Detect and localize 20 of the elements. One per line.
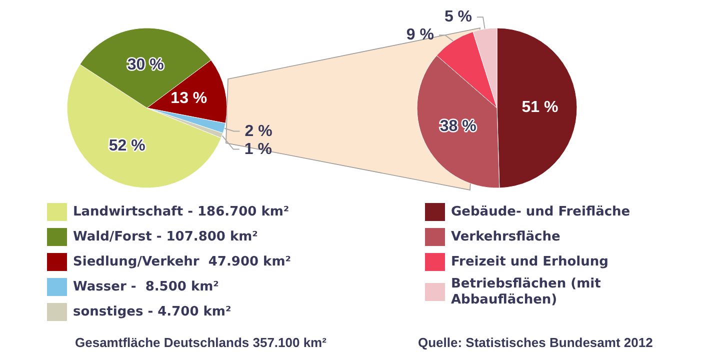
legend-label: Verkehrsfläche [451, 230, 560, 244]
data-label: 13 % [170, 90, 208, 107]
legend-label: Freizeit und Erholung [451, 254, 608, 270]
legend-label: Landwirtschaft - 186.700 km² [73, 204, 290, 220]
text: Gesamtfläche Deutschlands 357.100 km² [75, 335, 328, 350]
legend-label: Siedlung/Verkehr 47.900 km² [73, 254, 291, 270]
legend-label: Gebäude- und Freifläche [451, 204, 630, 220]
legend-label: Betriebsflächen (mit Abbauflächen) [451, 276, 606, 308]
data-label: 5 % [444, 8, 472, 26]
data-label: 1 % [244, 140, 272, 158]
legend-label: Wald/Forst - 107.800 km² [73, 230, 258, 244]
data-label: 2 % [244, 122, 272, 140]
data-label: 52 % [108, 138, 146, 155]
legend-label: Wasser - 8.500 km² [73, 280, 219, 294]
source-note: Quelle: Statistisches Bundesamt 2012 [418, 335, 653, 350]
legend-label: sonstiges - 4.700 km² [73, 304, 232, 320]
data-label: 30 % [127, 56, 164, 74]
data-label: 51 % [522, 98, 558, 116]
data-label: 9 % [406, 26, 434, 44]
data-label: 38 % [440, 118, 476, 135]
